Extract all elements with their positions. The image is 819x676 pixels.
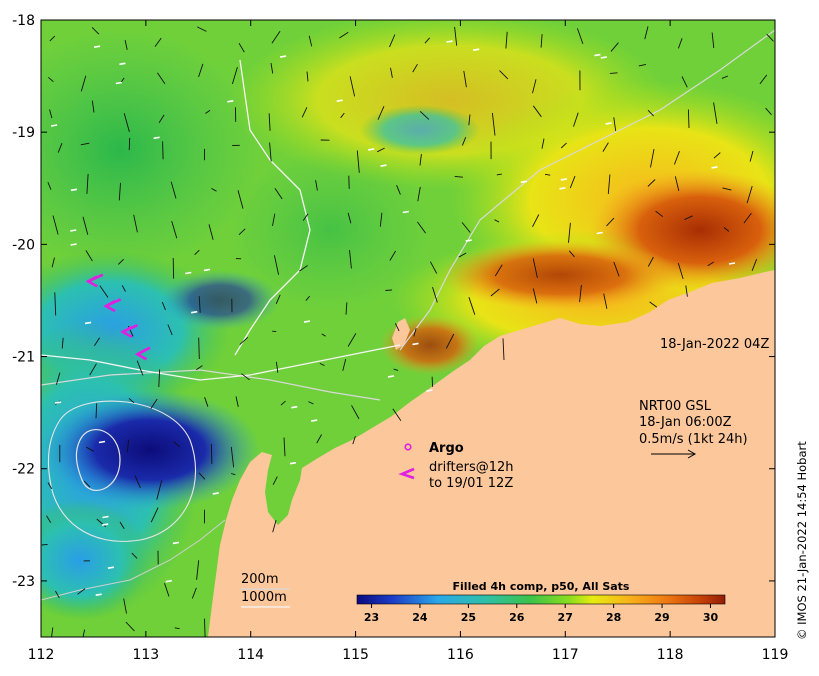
satellite-vector bbox=[103, 517, 109, 518]
current-vector bbox=[432, 377, 433, 387]
satellite-vector bbox=[729, 263, 735, 264]
satellite-vector bbox=[154, 137, 160, 138]
colorbar-tick-label: 23 bbox=[364, 611, 379, 624]
timestamp-label: 18-Jan-2022 04Z bbox=[660, 337, 769, 352]
x-tick-label: 116 bbox=[447, 647, 474, 663]
y-tick-label: -23 bbox=[12, 574, 35, 590]
y-tick-label: -20 bbox=[12, 237, 35, 253]
satellite-vector bbox=[597, 233, 603, 234]
satellite-vector bbox=[71, 189, 77, 190]
drifters-to-label: to 19/01 12Z bbox=[429, 476, 513, 491]
satellite-vector bbox=[337, 100, 343, 101]
x-tick-label: 117 bbox=[552, 647, 579, 663]
satellite-vector bbox=[368, 149, 374, 150]
x-tick-label: 119 bbox=[762, 647, 789, 663]
current-scale-label: 0.5m/s (1kt 24h) bbox=[639, 432, 748, 447]
y-tick-label: -21 bbox=[12, 350, 35, 366]
argo-legend-label: Argo bbox=[429, 441, 464, 456]
satellite-vector bbox=[381, 165, 387, 166]
satellite-vector bbox=[51, 125, 57, 126]
satellite-vector bbox=[99, 442, 105, 443]
satellite-vector bbox=[466, 240, 472, 241]
y-tick-label: -18 bbox=[12, 13, 35, 29]
satellite-vector bbox=[403, 212, 409, 213]
satellite-vector bbox=[280, 56, 286, 57]
satellite-vector bbox=[601, 57, 607, 58]
x-tick-label: 115 bbox=[342, 647, 369, 663]
current-vector bbox=[199, 338, 200, 359]
current-vector bbox=[211, 444, 212, 464]
credit-label: © IMOS 21-Jan-2022 14:54 Hobart bbox=[795, 441, 809, 640]
current-vector bbox=[42, 544, 48, 545]
colorbar-tick-label: 25 bbox=[461, 611, 476, 624]
satellite-vector bbox=[85, 322, 91, 323]
satellite-vector bbox=[426, 390, 432, 391]
satellite-vector bbox=[290, 463, 296, 464]
satellite-vector bbox=[191, 312, 197, 313]
current-vector bbox=[163, 141, 164, 159]
satellite-vector bbox=[388, 376, 394, 377]
satellite-vector bbox=[311, 420, 317, 421]
satellite-vector bbox=[119, 63, 125, 64]
satellite-vector bbox=[173, 542, 179, 543]
x-tick-label: 113 bbox=[132, 647, 159, 663]
satellite-vector bbox=[291, 407, 297, 408]
satellite-vector bbox=[447, 41, 453, 42]
satellite-vector bbox=[413, 343, 419, 344]
satellite-vector bbox=[102, 524, 108, 525]
satellite-vector bbox=[94, 46, 100, 47]
y-tick-label: -22 bbox=[12, 462, 35, 478]
satellite-vector bbox=[213, 493, 219, 494]
satellite-vector bbox=[116, 83, 122, 84]
isobath-200-label: 200m bbox=[241, 572, 278, 587]
satellite-vector bbox=[227, 101, 233, 102]
satellite-vector bbox=[594, 55, 600, 56]
colorbar-tick-label: 30 bbox=[703, 611, 719, 624]
satellite-vector bbox=[606, 123, 612, 124]
satellite-vector bbox=[473, 49, 479, 50]
satellite-vector bbox=[185, 273, 191, 274]
current-vector bbox=[385, 290, 392, 291]
sst-field bbox=[0, 10, 819, 637]
satellite-vector bbox=[166, 581, 172, 582]
colorbar-title: Filled 4h comp, p50, All Sats bbox=[453, 580, 630, 593]
satellite-vector bbox=[560, 188, 566, 189]
colorbar-tick-label: 26 bbox=[509, 611, 525, 624]
colorbar-tick-label: 24 bbox=[412, 611, 428, 624]
satellite-vector bbox=[96, 594, 102, 595]
current-vector bbox=[129, 138, 130, 150]
satellite-vector bbox=[70, 230, 76, 231]
x-tick-label: 112 bbox=[28, 647, 55, 663]
satellite-vector bbox=[55, 402, 61, 403]
satellite-vector bbox=[712, 167, 718, 168]
colorbar-tick-label: 29 bbox=[654, 611, 669, 624]
y-tick-label: -19 bbox=[12, 125, 35, 141]
satellite-vector bbox=[108, 567, 114, 568]
isobath-1000-label: 1000m bbox=[241, 590, 287, 605]
satellite-vector bbox=[71, 244, 77, 245]
satellite-vector bbox=[561, 179, 567, 180]
satellite-vector bbox=[521, 181, 527, 182]
x-tick-label: 118 bbox=[657, 647, 684, 663]
current-time-label: 18-Jan 06:00Z bbox=[639, 415, 732, 430]
x-tick-label: 114 bbox=[237, 647, 264, 663]
colorbar-ramp bbox=[357, 595, 725, 604]
colorbar-tick-label: 27 bbox=[558, 611, 573, 624]
current-vector bbox=[688, 110, 689, 129]
current-vector bbox=[610, 73, 618, 74]
satellite-vector bbox=[304, 321, 310, 322]
satellite-vector bbox=[204, 269, 210, 270]
drifters-legend-label: drifters@12h bbox=[429, 460, 514, 475]
current-source-label: NRT00 GSL bbox=[639, 399, 712, 414]
colorbar-tick-label: 28 bbox=[606, 611, 621, 624]
